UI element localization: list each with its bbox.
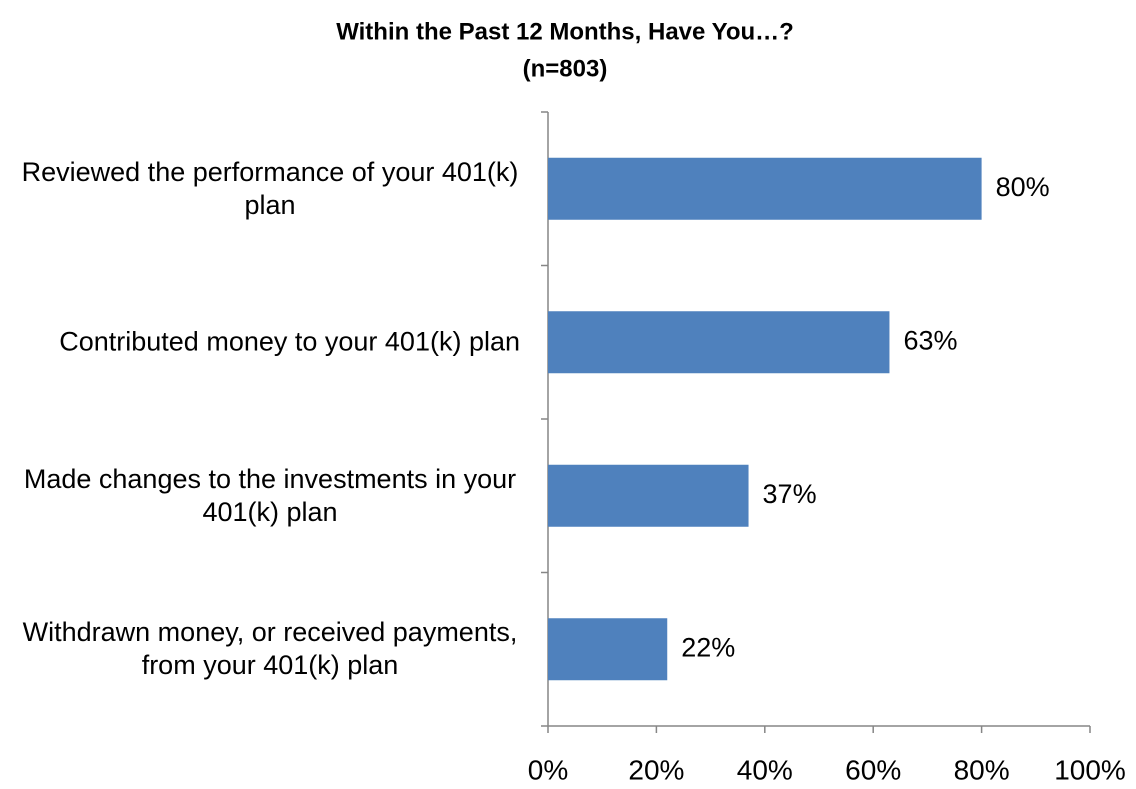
- y-tick-label: Made changes to the investments in your …: [23, 463, 517, 527]
- x-tick-label: 80%: [954, 754, 1010, 785]
- data-label: 63%: [903, 325, 957, 355]
- category-label-box: Reviewed the performance of your 401(k) …: [0, 156, 520, 222]
- x-tick-label: 0%: [528, 754, 568, 785]
- bar: [548, 311, 890, 374]
- chart-subtitle: (n=803): [523, 55, 608, 82]
- x-tick-label: 100%: [1054, 754, 1126, 785]
- category-label-box: Withdrawn money, or received payments, f…: [0, 616, 520, 682]
- chart-title: Within the Past 12 Months, Have You…?: [336, 18, 794, 45]
- y-tick-label: Contributed money to your 401(k) plan: [59, 326, 520, 357]
- y-tick-label: Withdrawn money, or received payments, f…: [22, 617, 518, 681]
- data-label: 80%: [996, 172, 1050, 202]
- category-label-box: Made changes to the investments in your …: [0, 463, 520, 529]
- data-label: 22%: [681, 632, 735, 662]
- data-label: 37%: [763, 479, 817, 509]
- x-tick-label: 60%: [845, 754, 901, 785]
- bar: [548, 618, 668, 681]
- x-tick-label: 40%: [737, 754, 793, 785]
- bar: [548, 464, 749, 527]
- bar: [548, 157, 982, 220]
- y-tick-label: Reviewed the performance of your 401(k) …: [21, 156, 519, 220]
- category-label-box: Contributed money to your 401(k) plan: [0, 326, 520, 359]
- x-tick-label: 20%: [628, 754, 684, 785]
